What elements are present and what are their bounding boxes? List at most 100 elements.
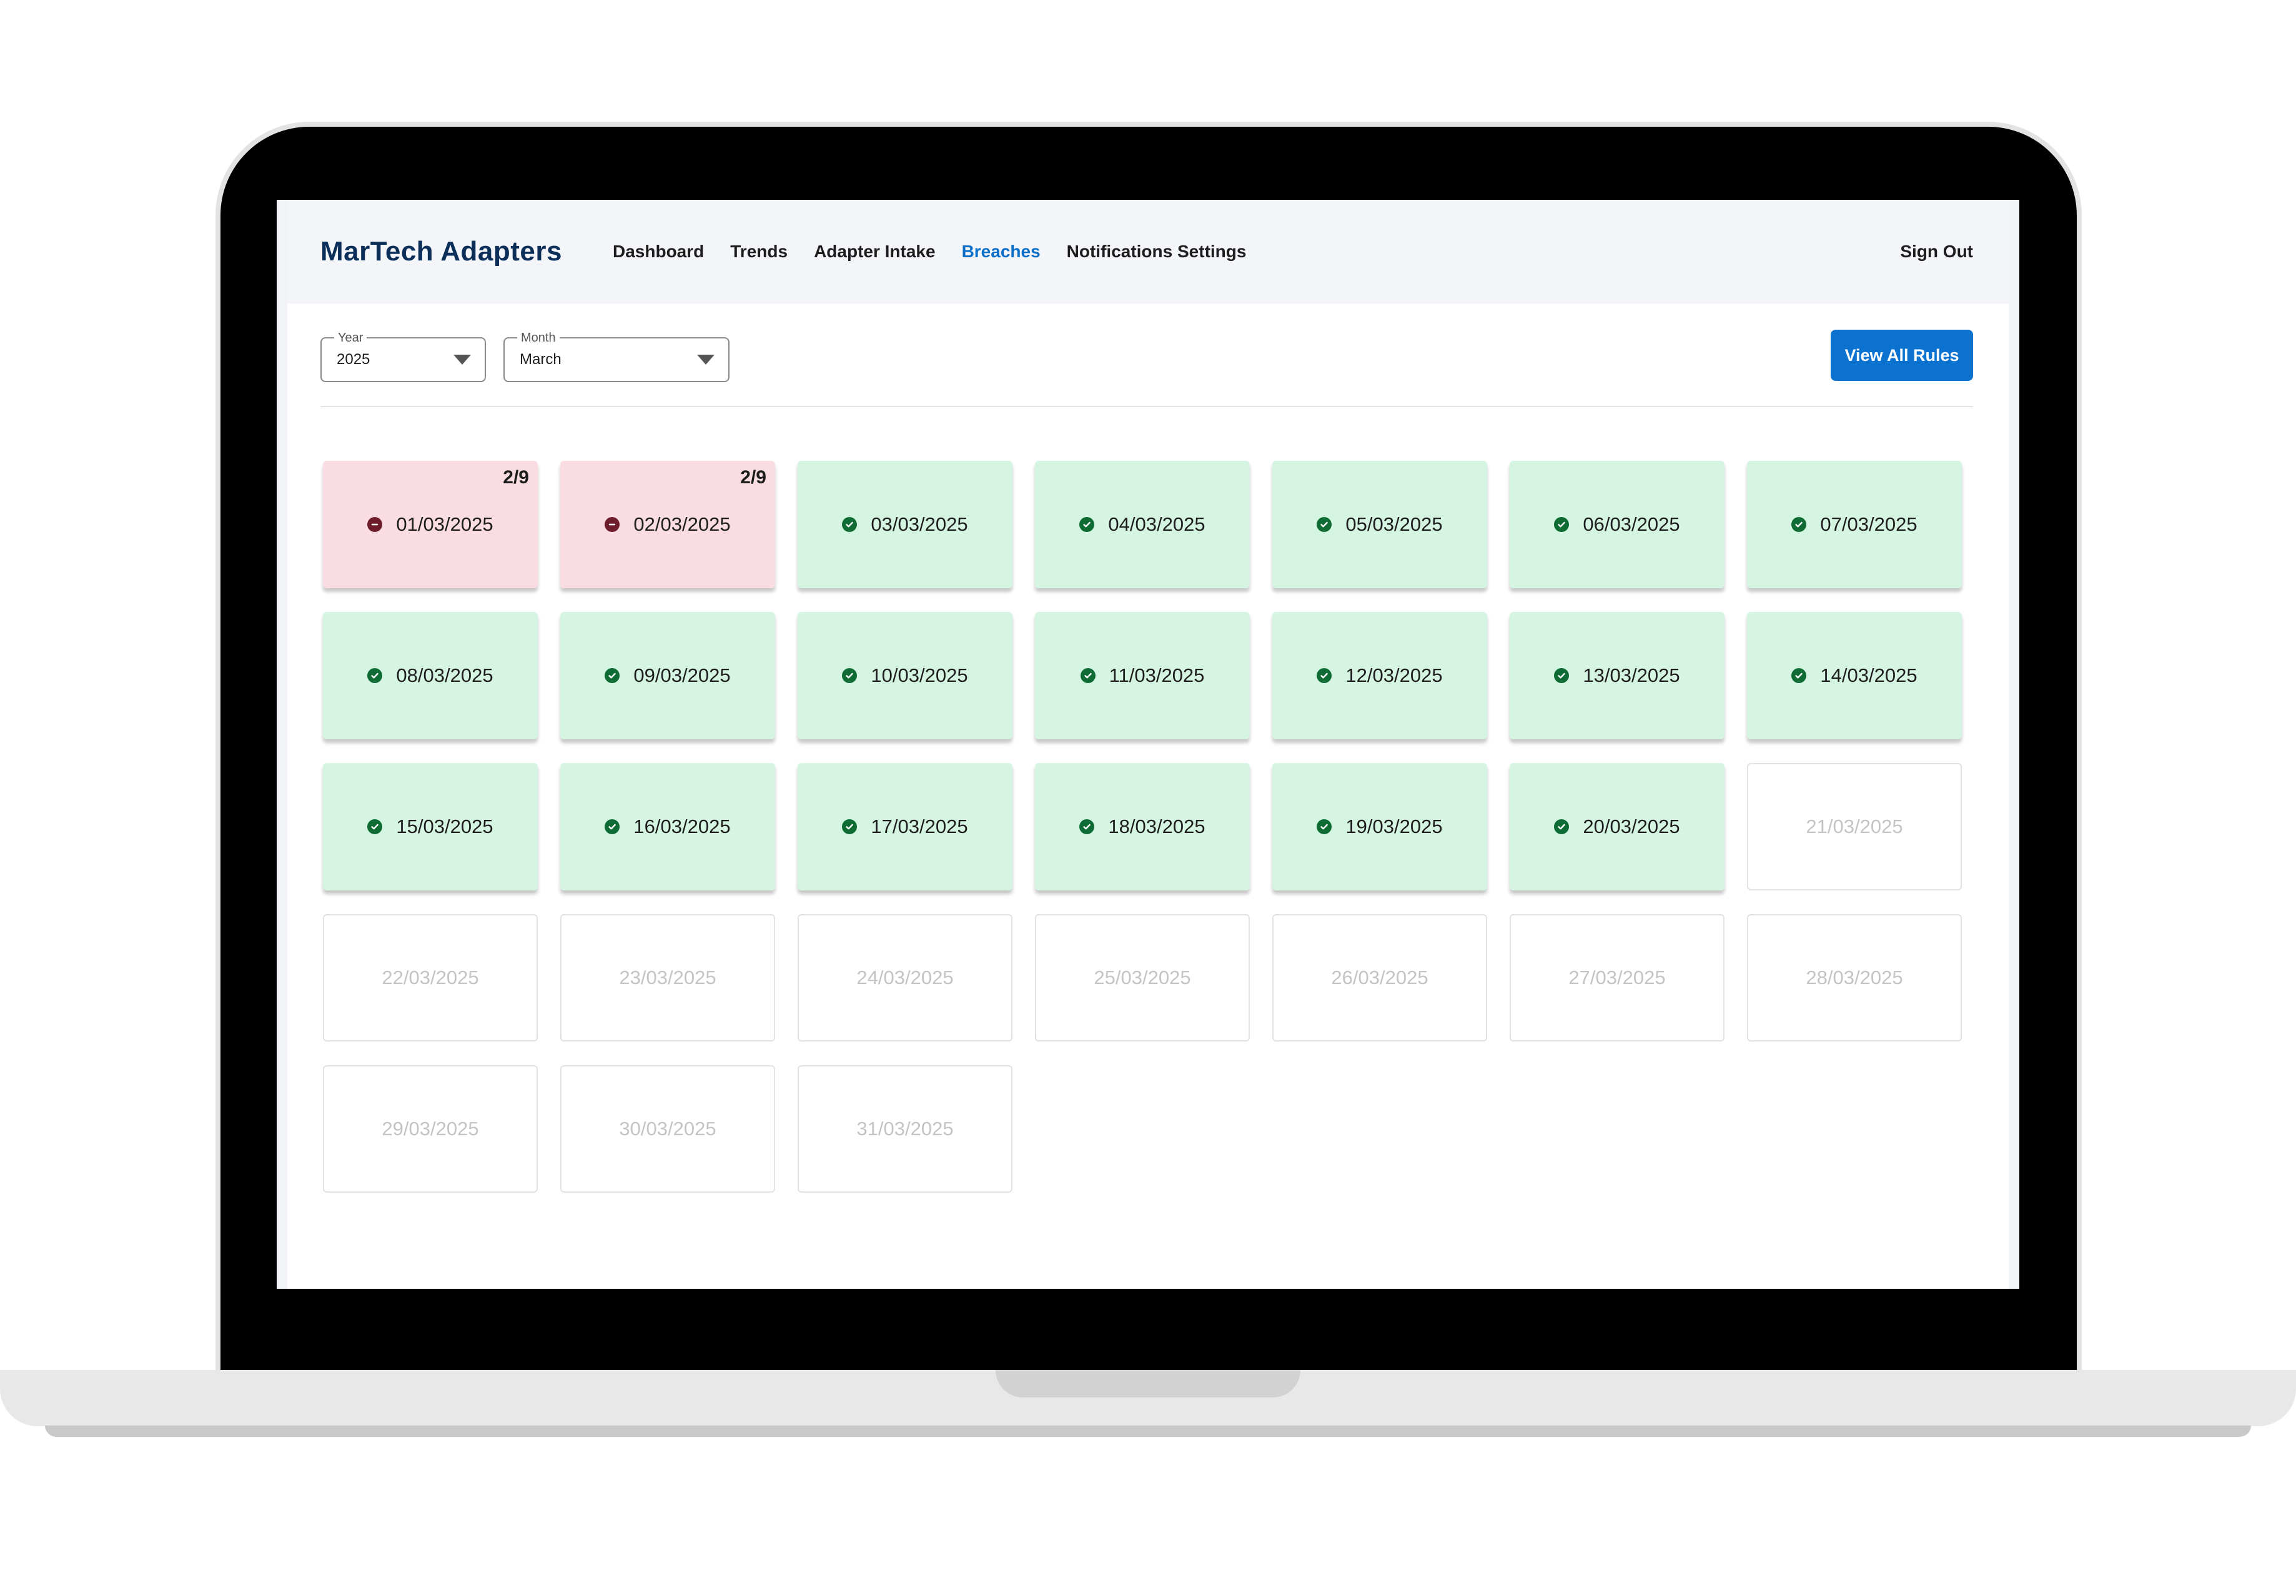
- day-date-label: 26/03/2025: [1331, 967, 1428, 988]
- day-date-label: 07/03/2025: [1820, 513, 1917, 535]
- check-circle-icon: [605, 668, 620, 683]
- check-circle-icon: [1791, 517, 1807, 532]
- day-card[interactable]: 08/03/2025: [323, 612, 538, 739]
- day-date-label: 16/03/2025: [633, 815, 731, 837]
- day-date-label: 28/03/2025: [1806, 967, 1903, 988]
- day-card[interactable]: 19/03/2025: [1272, 763, 1487, 890]
- day-date-label: 20/03/2025: [1583, 815, 1680, 837]
- year-select-label: Year: [334, 331, 367, 345]
- day-date-label: 30/03/2025: [619, 1118, 716, 1140]
- day-card[interactable]: 04/03/2025: [1035, 461, 1250, 588]
- day-date-label: 31/03/2025: [856, 1118, 954, 1140]
- day-card[interactable]: 03/03/2025: [798, 461, 1012, 588]
- day-card[interactable]: 18/03/2025: [1035, 763, 1250, 890]
- day-date-label: 14/03/2025: [1820, 664, 1917, 686]
- check-circle-icon: [842, 819, 858, 834]
- minus-circle-icon: [605, 517, 620, 532]
- screen: MarTech Adapters Dashboard Trends Adapte…: [277, 200, 2019, 1289]
- top-header: MarTech Adapters Dashboard Trends Adapte…: [287, 200, 2009, 303]
- day-date-label: 21/03/2025: [1806, 815, 1903, 837]
- day-date-label: 11/03/2025: [1109, 664, 1205, 686]
- day-card[interactable]: 25/03/2025: [1035, 914, 1250, 1042]
- check-circle-icon: [842, 517, 858, 532]
- year-select[interactable]: Year 2025: [320, 331, 486, 382]
- breach-count-badge: 2/9: [740, 467, 766, 488]
- day-date-label: 29/03/2025: [382, 1118, 479, 1140]
- day-date-label: 27/03/2025: [1568, 967, 1666, 988]
- day-card[interactable]: 26/03/2025: [1272, 914, 1487, 1042]
- day-card[interactable]: 11/03/2025: [1035, 612, 1250, 739]
- day-card[interactable]: 05/03/2025: [1272, 461, 1487, 588]
- nav-dashboard[interactable]: Dashboard: [613, 242, 705, 261]
- day-card[interactable]: 13/03/2025: [1510, 612, 1724, 739]
- check-circle-icon: [842, 668, 858, 683]
- day-date-label: 25/03/2025: [1094, 967, 1191, 988]
- caret-down-icon: [453, 355, 471, 365]
- day-card[interactable]: 07/03/2025: [1747, 461, 1962, 588]
- nav-notifications-settings[interactable]: Notifications Settings: [1066, 242, 1247, 261]
- day-date-label: 06/03/2025: [1583, 513, 1680, 535]
- minus-circle-icon: [367, 517, 383, 532]
- check-circle-icon: [1317, 668, 1332, 683]
- day-card[interactable]: 21/03/2025: [1747, 763, 1962, 890]
- day-date-label: 23/03/2025: [619, 967, 716, 988]
- day-card[interactable]: 15/03/2025: [323, 763, 538, 890]
- day-card[interactable]: 12/03/2025: [1272, 612, 1487, 739]
- day-card[interactable]: 28/03/2025: [1747, 914, 1962, 1042]
- main-nav: Dashboard Trends Adapter Intake Breaches…: [613, 200, 1272, 303]
- day-card[interactable]: 10/03/2025: [798, 612, 1012, 739]
- day-date-label: 10/03/2025: [871, 664, 968, 686]
- check-circle-icon: [605, 819, 620, 834]
- caret-down-icon: [697, 355, 715, 365]
- day-card[interactable]: 09/03/2025: [560, 612, 775, 739]
- day-date-label: 02/03/2025: [633, 513, 731, 535]
- month-select[interactable]: Month March: [503, 331, 730, 382]
- day-date-label: 08/03/2025: [396, 664, 493, 686]
- day-date-label: 15/03/2025: [396, 815, 493, 837]
- day-card[interactable]: 22/03/2025: [323, 914, 538, 1042]
- month-select-value: March: [520, 351, 562, 368]
- breach-count-badge: 2/9: [503, 467, 529, 488]
- day-date-label: 12/03/2025: [1345, 664, 1443, 686]
- day-date-label: 13/03/2025: [1583, 664, 1680, 686]
- view-all-rules-button[interactable]: View All Rules: [1831, 330, 1973, 381]
- day-date-label: 01/03/2025: [396, 513, 493, 535]
- day-card[interactable]: 14/03/2025: [1747, 612, 1962, 739]
- day-date-label: 17/03/2025: [871, 815, 968, 837]
- check-circle-icon: [1080, 668, 1096, 683]
- nav-adapter-intake[interactable]: Adapter Intake: [814, 242, 936, 261]
- day-card[interactable]: 02/03/2025 2/9: [560, 461, 775, 588]
- check-circle-icon: [1554, 517, 1570, 532]
- day-date-label: 03/03/2025: [871, 513, 968, 535]
- filter-divider: [320, 406, 1973, 407]
- day-card[interactable]: 31/03/2025: [798, 1065, 1012, 1193]
- day-date-label: 18/03/2025: [1108, 815, 1205, 837]
- calendar-grid: 01/03/2025 2/9 02/03/2025 2/9 03/03/2025 04/0…: [323, 461, 1972, 1193]
- nav-trends[interactable]: Trends: [730, 242, 788, 261]
- check-circle-icon: [1554, 668, 1570, 683]
- day-card[interactable]: 06/03/2025: [1510, 461, 1724, 588]
- check-circle-icon: [1317, 819, 1332, 834]
- check-circle-icon: [367, 819, 383, 834]
- day-card[interactable]: 24/03/2025: [798, 914, 1012, 1042]
- day-date-label: 24/03/2025: [856, 967, 954, 988]
- day-card[interactable]: 30/03/2025: [560, 1065, 775, 1193]
- day-card[interactable]: 27/03/2025: [1510, 914, 1724, 1042]
- day-card[interactable]: 29/03/2025: [323, 1065, 538, 1193]
- check-circle-icon: [1079, 517, 1095, 532]
- laptop-foot: [45, 1426, 2251, 1437]
- app-window: MarTech Adapters Dashboard Trends Adapte…: [287, 200, 2009, 1289]
- year-select-value: 2025: [337, 351, 370, 368]
- day-card[interactable]: 17/03/2025: [798, 763, 1012, 890]
- nav-breaches[interactable]: Breaches: [961, 242, 1041, 261]
- day-date-label: 05/03/2025: [1345, 513, 1443, 535]
- day-date-label: 09/03/2025: [633, 664, 731, 686]
- month-select-label: Month: [517, 331, 560, 345]
- day-card[interactable]: 20/03/2025: [1510, 763, 1724, 890]
- laptop-notch: [996, 1370, 1300, 1397]
- day-card[interactable]: 16/03/2025: [560, 763, 775, 890]
- day-card[interactable]: 23/03/2025: [560, 914, 775, 1042]
- sign-out-link[interactable]: Sign Out: [1900, 242, 1973, 261]
- brand-title: MarTech Adapters: [320, 236, 562, 267]
- day-card[interactable]: 01/03/2025 2/9: [323, 461, 538, 588]
